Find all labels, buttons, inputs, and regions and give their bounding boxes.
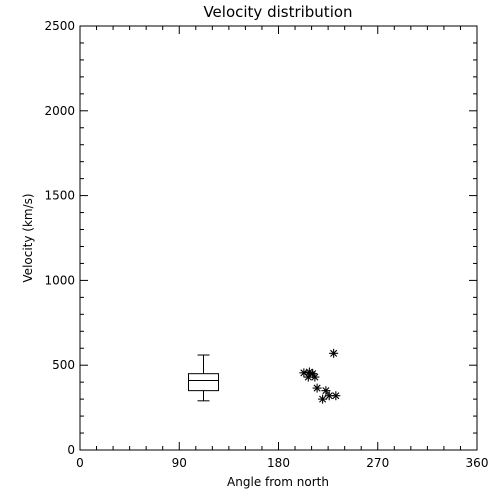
scatter-points (299, 348, 341, 404)
chart-title: Velocity distribution (203, 3, 352, 21)
data-point (329, 348, 339, 358)
data-point (318, 394, 328, 404)
box-iqr (188, 373, 220, 392)
data-point (324, 391, 334, 401)
y-tick-label: 500 (52, 358, 75, 372)
data-point (312, 383, 322, 393)
box-plot (188, 354, 220, 402)
x-axis-label: Angle from north (227, 475, 329, 489)
plot-frame (79, 25, 478, 451)
x-tick-label: 270 (366, 456, 389, 470)
y-tick-label: 2500 (44, 19, 75, 33)
axis-ticks (79, 25, 478, 451)
data-point (331, 391, 341, 401)
y-tick-label: 1000 (44, 273, 75, 287)
x-tick-label: 360 (466, 456, 489, 470)
x-tick-label: 0 (76, 456, 84, 470)
y-tick-labels: 0 500 1000 1500 2000 2500 (44, 19, 75, 457)
x-tick-label: 180 (267, 456, 290, 470)
y-axis-label: Velocity (km/s) (21, 193, 35, 282)
data-point (321, 386, 331, 396)
y-tick-label: 0 (67, 443, 75, 457)
y-tick-label: 2000 (44, 104, 75, 118)
x-tick-labels: 0 90 180 270 360 (76, 456, 488, 470)
y-tick-label: 1500 (44, 189, 75, 203)
x-tick-label: 90 (172, 456, 187, 470)
data-point (299, 368, 309, 378)
data-point (310, 372, 320, 382)
